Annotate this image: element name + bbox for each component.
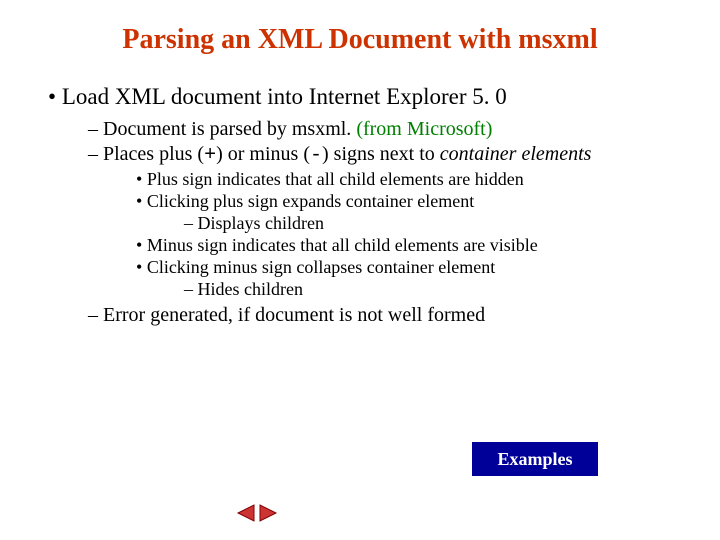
l2b-p1: Places plus ( xyxy=(103,143,204,165)
msxml-link[interactable]: (from Microsoft) xyxy=(356,118,492,140)
bullet-level1: Load XML document into Internet Explorer… xyxy=(48,84,680,110)
minus-sign: - xyxy=(310,144,322,167)
l3d-text: Clicking minus sign collapses container … xyxy=(147,257,495,277)
l2c-text: Error generated, if document is not well… xyxy=(103,304,485,326)
slide-title: Parsing an XML Document with msxml xyxy=(40,24,680,56)
bullet-level2: Error generated, if document is not well… xyxy=(88,304,680,327)
next-arrow-icon[interactable] xyxy=(258,504,278,522)
container-elements-em: container elements xyxy=(440,143,592,165)
l1-text: Load XML document into Internet Explorer… xyxy=(62,84,507,109)
previous-arrow-icon[interactable] xyxy=(236,504,256,522)
bullet-level2: Document is parsed by msxml. (from Micro… xyxy=(88,118,680,141)
l3b-text: Clicking plus sign expands container ele… xyxy=(147,191,474,211)
bullet-level4: Displays children xyxy=(184,213,680,234)
l2a-text: Document is parsed by msxml. xyxy=(103,118,356,140)
nav-arrows xyxy=(236,504,278,522)
examples-label: Examples xyxy=(497,449,572,470)
bullet-level3: Clicking minus sign collapses container … xyxy=(136,257,680,278)
l3c-text: Minus sign indicates that all child elem… xyxy=(147,235,538,255)
bullet-level2: Places plus (+) or minus (-) signs next … xyxy=(88,143,680,167)
l2b-p3: ) signs next to xyxy=(322,143,440,165)
bullet-level4: Hides children xyxy=(184,279,680,300)
bullet-level3: Minus sign indicates that all child elem… xyxy=(136,235,680,256)
l4b-text: Hides children xyxy=(198,279,303,299)
bullet-level3: Plus sign indicates that all child eleme… xyxy=(136,169,680,190)
plus-sign: + xyxy=(204,144,216,167)
l3a-text: Plus sign indicates that all child eleme… xyxy=(147,169,524,189)
bullet-level3: Clicking plus sign expands container ele… xyxy=(136,191,680,212)
l4a-text: Displays children xyxy=(198,213,324,233)
examples-button[interactable]: Examples xyxy=(472,442,598,476)
l2b-p2: ) or minus ( xyxy=(216,143,310,165)
